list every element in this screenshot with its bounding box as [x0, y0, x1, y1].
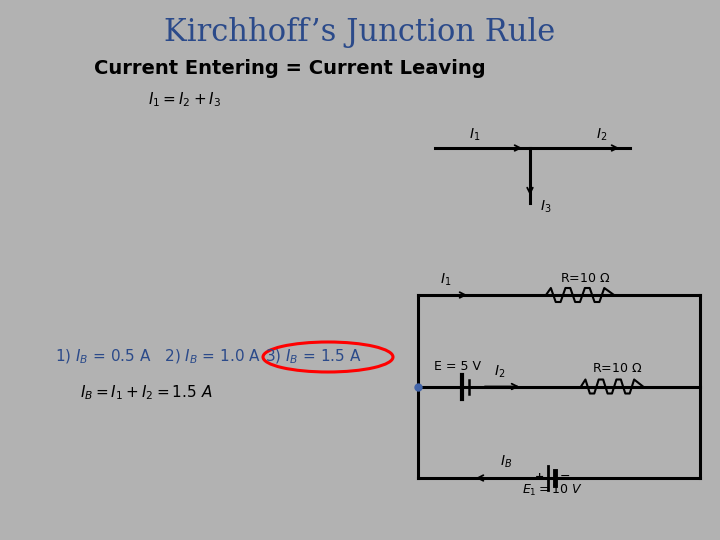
Text: +: + [536, 472, 544, 482]
Text: 3) $I_B$ = 1.5 A: 3) $I_B$ = 1.5 A [265, 348, 361, 366]
Text: $I_1$: $I_1$ [469, 127, 481, 143]
Text: Kirchhoff’s Junction Rule: Kirchhoff’s Junction Rule [164, 17, 556, 48]
Text: $I_1$: $I_1$ [441, 272, 451, 288]
Text: R=10 $\Omega$: R=10 $\Omega$ [592, 362, 642, 375]
Text: E = 5 V: E = 5 V [433, 361, 480, 374]
Text: $E_1 = 10\ V$: $E_1 = 10\ V$ [522, 483, 582, 498]
Text: $I_2$: $I_2$ [495, 363, 505, 380]
Text: $I_B$: $I_B$ [500, 454, 512, 470]
Text: $I_2$: $I_2$ [596, 127, 608, 143]
Text: −: − [559, 470, 570, 483]
Text: Current Entering = Current Leaving: Current Entering = Current Leaving [94, 58, 486, 78]
Text: $I_3$: $I_3$ [540, 199, 552, 215]
Text: 1) $I_B$ = 0.5 A   2) $I_B$ = 1.0 A: 1) $I_B$ = 0.5 A 2) $I_B$ = 1.0 A [55, 348, 261, 366]
Text: $I_B = I_1 + I_2 = 1.5\ A$: $I_B = I_1 + I_2 = 1.5\ A$ [80, 383, 212, 402]
Text: R=10 $\Omega$: R=10 $\Omega$ [560, 272, 610, 285]
Text: $I_1 = I_2 + I_3$: $I_1 = I_2 + I_3$ [148, 91, 222, 109]
